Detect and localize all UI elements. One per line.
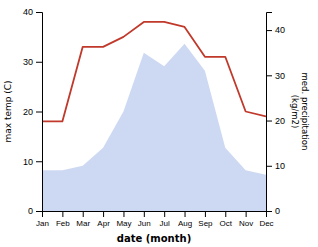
tick-label: Mar [76, 219, 90, 228]
tick-label: 30 [275, 71, 285, 81]
chart: JanFebMarAprMayJunJulAugSepOctNovDec0102… [0, 0, 318, 247]
x-axis-title: date (month) [117, 233, 191, 244]
axis-line [267, 13, 273, 212]
tick-mark [205, 211, 206, 217]
y-axis: 0 10 20 30 40 [23, 7, 43, 216]
tick-mark [246, 211, 247, 217]
tick-mark [185, 211, 186, 217]
tick-mark [123, 211, 124, 217]
x-tick: Apr [97, 211, 110, 228]
tick-label: Feb [56, 219, 70, 228]
tick-mark [225, 211, 226, 217]
tick-label: Sep [198, 219, 213, 228]
tick-label: 0 [28, 206, 33, 216]
x-tick: Jun [138, 211, 151, 228]
tick-label: Dec [259, 219, 273, 228]
tick-mark [266, 166, 272, 167]
x-tick: Jul [160, 211, 170, 228]
tick-label: 0 [275, 206, 280, 216]
tick-label: Oct [220, 219, 233, 228]
tick-label: 30 [23, 57, 33, 67]
y2-axis-title-line: med. precipitation [300, 73, 310, 151]
tick-mark [164, 211, 165, 217]
tick-label: 10 [23, 157, 33, 167]
y2-tick: 40 [266, 25, 285, 35]
x-tick: Jan [36, 211, 49, 228]
tick-label: Nov [239, 219, 253, 228]
tick-mark [36, 112, 42, 113]
tick-label: Aug [178, 219, 192, 228]
x-tick: Feb [56, 211, 70, 228]
y2-axis-title-line: (kg/m2) [290, 95, 300, 129]
tick-mark [36, 211, 42, 212]
tick-label: Apr [97, 219, 110, 228]
tick-mark [62, 211, 63, 217]
tick-mark [266, 211, 272, 212]
tick-mark [36, 62, 42, 63]
tick-mark [266, 75, 272, 76]
x-tick: Sep [198, 211, 213, 228]
tick-label: May [116, 219, 131, 228]
y2-tick: 20 [266, 116, 285, 126]
y-tick: 30 [23, 57, 42, 67]
y2-axis: 0 10 20 30 40 [266, 13, 285, 217]
tick-label: 10 [275, 161, 285, 171]
tick-label: Jun [138, 219, 151, 228]
y2-tick: 30 [266, 71, 285, 81]
plot: JanFebMarAprMayJunJulAugSepOctNovDec0102… [23, 7, 285, 227]
x-tick: Dec [259, 211, 273, 228]
x-tick: Aug [178, 211, 192, 228]
y-tick: 40 [23, 7, 42, 17]
tick-mark [83, 211, 84, 217]
axis-line [36, 13, 43, 212]
x-tick: Oct [220, 211, 233, 228]
tick-label: 40 [275, 25, 285, 35]
x-axis: Jan Feb Mar Apr May Jun Jul Aug Sep Oct Nov Dec [36, 211, 274, 228]
tick-label: 20 [275, 116, 285, 126]
tick-mark [103, 211, 104, 217]
tick-mark [36, 12, 42, 13]
tick-label: Jan [36, 219, 49, 228]
line [42, 22, 266, 122]
y-tick: 10 [23, 157, 42, 167]
tick-label: 20 [23, 107, 33, 117]
tick-label: Jul [160, 219, 170, 228]
y2-tick: 10 [266, 161, 285, 171]
x-tick: Mar [76, 211, 90, 228]
y2-tick: 0 [266, 206, 280, 216]
tick-mark [266, 30, 272, 31]
tick-label: 40 [23, 7, 33, 17]
x-tick: Nov [239, 211, 253, 228]
tick-mark [36, 161, 42, 162]
y-axis-title: max temp (C) [3, 80, 13, 142]
axis-line [43, 212, 267, 218]
y-tick: 20 [23, 107, 42, 117]
tick-mark [266, 121, 272, 122]
tick-mark [144, 211, 145, 217]
y2-axis-title: med. precipitation(kg/m2) [290, 73, 310, 151]
marks [42, 22, 266, 211]
area [42, 44, 266, 211]
x-tick: May [116, 211, 131, 228]
y-tick: 0 [28, 206, 42, 216]
